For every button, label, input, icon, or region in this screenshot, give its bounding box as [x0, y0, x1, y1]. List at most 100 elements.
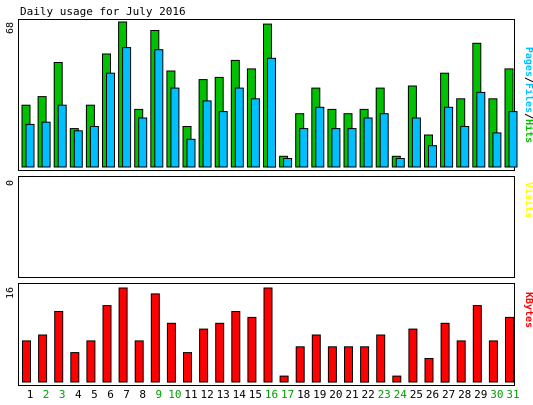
kbytes-bar — [376, 334, 386, 383]
x-tick-label: 4 — [75, 388, 82, 401]
x-tick-label: 6 — [107, 388, 114, 401]
chart-title: Daily usage for July 2016 — [20, 5, 186, 18]
files-bar — [492, 132, 502, 168]
kbytes-bar — [456, 340, 466, 383]
files-bar — [154, 49, 164, 168]
x-tick-label: 21 — [345, 388, 358, 401]
files-bar — [411, 117, 421, 168]
kbytes-bar — [54, 311, 64, 383]
x-tick-label: 11 — [184, 388, 197, 401]
kbytes-bar — [102, 305, 112, 383]
kbytes-bar — [22, 340, 31, 383]
panel-hits-bars — [21, 21, 518, 168]
kbytes-bar — [86, 340, 96, 383]
kbytes-bar — [344, 346, 353, 383]
kbytes-bar — [505, 316, 514, 383]
panel-kbytes-bars — [22, 287, 514, 383]
kbytes-bar — [440, 322, 450, 383]
kbytes-bar — [472, 305, 482, 383]
legend-files: Files — [523, 83, 533, 113]
x-tick-label: 3 — [59, 388, 66, 401]
files-bar — [89, 126, 99, 168]
panel-hits-legend: Pages/Files/Hits — [523, 47, 533, 143]
files-bar — [331, 128, 341, 168]
x-tick-label: 15 — [249, 388, 262, 401]
x-tick-label: 1 — [27, 388, 34, 401]
files-bar — [444, 106, 454, 168]
x-tick-label: 7 — [123, 388, 130, 401]
files-bar — [460, 126, 470, 168]
files-bar — [347, 128, 357, 168]
files-bar — [395, 158, 405, 168]
panel-kbytes-frame — [18, 283, 515, 386]
x-tick-label: 28 — [458, 388, 471, 401]
panel-kbytes-ymax: 16 — [5, 287, 16, 299]
kbytes-bar — [488, 340, 498, 383]
kbytes-bar — [279, 375, 289, 383]
legend-pages: Pages — [523, 47, 533, 77]
x-tick-label: 29 — [474, 388, 487, 401]
legend-sep: / — [523, 113, 533, 119]
files-bar — [234, 87, 244, 168]
kbytes-bar — [360, 346, 370, 383]
files-bar — [267, 57, 276, 168]
kbytes-bar — [392, 375, 402, 383]
x-tick-label: 31 — [506, 388, 519, 401]
files-bar — [138, 117, 148, 168]
x-tick-label: 18 — [297, 388, 310, 401]
files-bar — [170, 87, 180, 168]
legend-sep: / — [523, 77, 533, 83]
kbytes-bar — [166, 322, 176, 383]
x-tick-label: 5 — [91, 388, 98, 401]
kbytes-bar — [327, 346, 337, 383]
panel-visits-ymax: 0 — [5, 180, 16, 186]
x-tick-label: 27 — [442, 388, 455, 401]
kbytes-bar — [263, 287, 273, 383]
files-bar — [41, 121, 51, 168]
x-tick-label: 17 — [281, 388, 294, 401]
x-tick-label: 10 — [168, 388, 181, 401]
panel-visits-frame — [18, 176, 515, 278]
files-bar — [428, 145, 437, 168]
kbytes-bar — [295, 346, 305, 383]
kbytes-bar — [134, 340, 144, 383]
kbytes-bar — [183, 352, 192, 383]
x-tick-label: 25 — [410, 388, 423, 401]
files-bar — [476, 91, 486, 168]
kbytes-bar — [424, 358, 434, 383]
x-tick-label: 2 — [43, 388, 50, 401]
x-tick-label: 20 — [329, 388, 342, 401]
x-tick-label: 23 — [378, 388, 391, 401]
x-tick-label: 14 — [233, 388, 247, 401]
x-tick-label: 22 — [361, 388, 374, 401]
panel-hits-ymax: 68 — [5, 22, 16, 34]
kbytes-bar — [118, 287, 128, 383]
kbytes-bar — [70, 352, 80, 383]
legend-hits: Hits — [523, 119, 533, 143]
kbytes-bar — [231, 311, 241, 383]
files-bar — [186, 138, 196, 168]
files-bar — [73, 130, 83, 168]
kbytes-bar — [215, 322, 225, 383]
kbytes-bar — [247, 316, 257, 383]
files-bar — [202, 100, 212, 168]
panel-visits-legend: Visits — [523, 182, 533, 218]
x-tick-label: 13 — [217, 388, 230, 401]
x-axis-labels: 1 2 3 4 5 6 7 8 9 10 11 12 13 14 15 16 17 18 19 20 21 22 23 24 2… — [27, 388, 520, 401]
x-tick-label: 12 — [200, 388, 213, 401]
files-bar — [57, 104, 67, 168]
files-bar — [363, 117, 373, 168]
files-bar — [299, 128, 309, 168]
x-tick-label: 19 — [313, 388, 326, 401]
files-bar — [25, 123, 35, 168]
files-bar — [508, 111, 518, 168]
files-bar — [283, 158, 293, 168]
x-tick-label: 16 — [265, 388, 278, 401]
kbytes-bar — [311, 334, 321, 383]
x-tick-label: 9 — [155, 388, 162, 401]
panel-hits-frame — [18, 19, 515, 171]
x-tick-label: 24 — [394, 388, 408, 401]
files-bar — [122, 47, 132, 168]
kbytes-bar — [38, 334, 48, 383]
